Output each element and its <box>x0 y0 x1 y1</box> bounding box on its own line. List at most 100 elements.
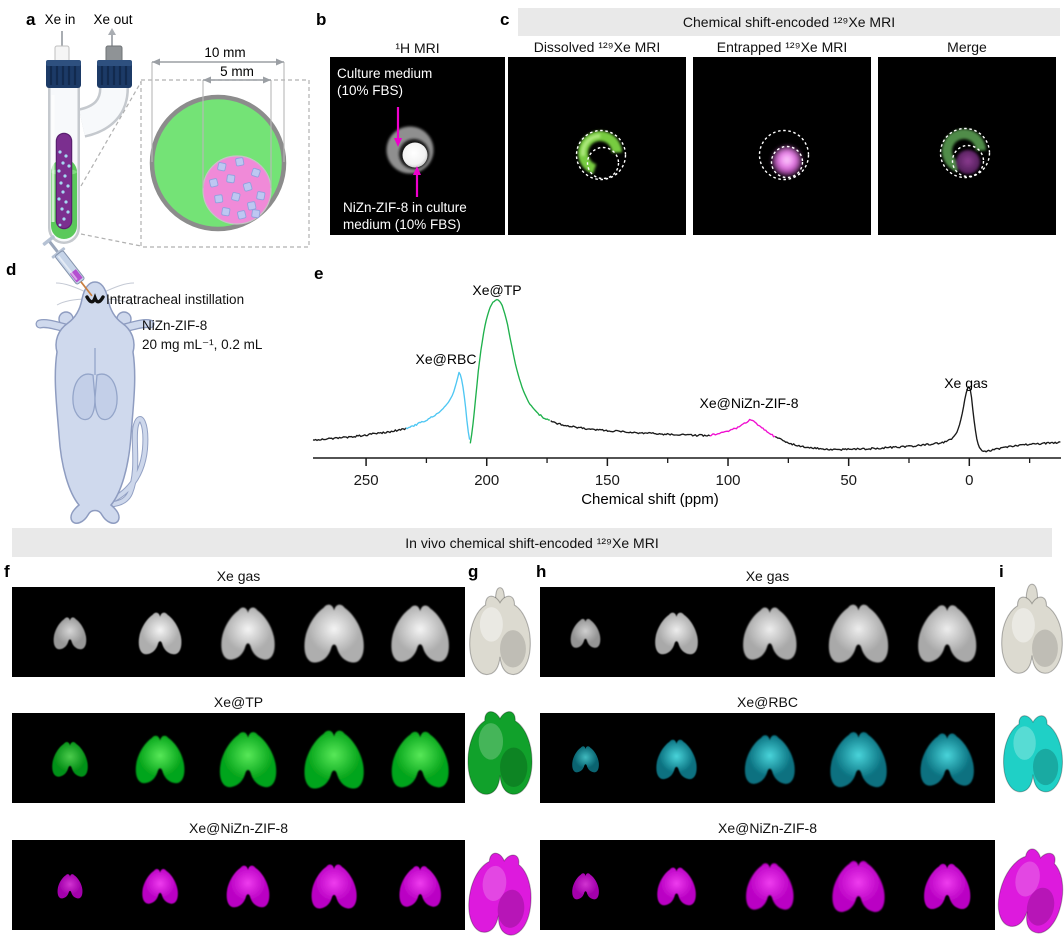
dim-10mm-label: 10 mm <box>204 45 245 60</box>
panel-i-letter: i <box>999 562 1004 581</box>
spectrum-segment <box>312 427 407 442</box>
panel-g-letter: g <box>468 562 479 581</box>
lung-slice-art <box>570 604 977 663</box>
invivo-header-bar: In vivo chemical shift-encoded ¹²⁹Xe MRI <box>12 528 1052 557</box>
roi-outer-dashed-circle <box>575 129 627 181</box>
panel-f-letter: f <box>4 562 10 581</box>
culture-medium-label-line2: (10% FBS) <box>337 83 404 98</box>
h1-mri-title: ¹H MRI <box>395 40 440 56</box>
lung-slice <box>138 612 182 655</box>
i-render-xe-nizn-zif8 <box>997 848 1064 934</box>
syringe-icon <box>42 235 93 297</box>
lung-slice <box>52 741 88 777</box>
h1-mri-image: Culture medium (10% FBS) NiZn-ZIF-8 in c… <box>330 57 505 235</box>
f-xe-gas-slices <box>12 587 465 677</box>
procedure-label: Intratracheal instillation <box>106 292 245 307</box>
h-xe-rbc-slices <box>540 713 995 803</box>
lung-slice <box>304 604 364 663</box>
merge-purple-blob <box>956 150 980 174</box>
inner-sample-tube <box>55 132 73 230</box>
dim-5mm-arrow <box>203 76 271 84</box>
nizn-zif8-label: NiZn-ZIF-8 in culture medium (10% FBS) <box>343 199 467 233</box>
lung-slice <box>221 607 275 660</box>
spectrum-x-axis: 250 200 150 100 50 0 <box>313 457 1061 489</box>
h-row1-title: Xe gas <box>745 568 790 584</box>
peak-label-xe-rbc: Xe@RBC <box>416 351 477 367</box>
shading <box>1033 748 1059 786</box>
h-row3-title: Xe@NiZn-ZIF-8 <box>718 820 817 836</box>
dissolved-column-title: Dissolved ¹²⁹Xe MRI <box>533 39 661 55</box>
dim-5mm-label: 5 mm <box>220 64 254 79</box>
nizn-zif8-label-line1: NiZn-ZIF-8 in culture <box>343 200 467 215</box>
lung-slice <box>832 861 885 912</box>
dose-label: 20 mg mL⁻¹, 0.2 mL <box>142 337 263 352</box>
i-render-xe-rbc <box>1003 715 1063 793</box>
lung-slice <box>391 605 449 662</box>
xe-out-arrow-icon <box>108 28 116 48</box>
x-tick-label: 100 <box>716 472 741 489</box>
cse-mri-header-bar: Chemical shift-encoded ¹²⁹Xe MRI <box>518 8 1060 36</box>
lung-slice <box>655 612 698 655</box>
entrapped-xe-art <box>758 129 810 181</box>
dissolved-ring-highlight <box>581 134 620 172</box>
mouse-nose-mark <box>85 293 105 304</box>
f-xe-tp-slices <box>12 713 465 803</box>
lung-slice <box>657 867 696 906</box>
lung-slice <box>399 866 441 907</box>
annotation-arrow-top <box>394 107 402 147</box>
shading <box>500 630 526 668</box>
entrapped-magenta-blob <box>775 149 799 173</box>
panel-c-letter: c <box>500 10 510 29</box>
annotation-arrow-bottom <box>413 166 421 197</box>
h-xe-nizn-zif8-slices <box>540 840 995 930</box>
lungs-sketch <box>72 348 118 421</box>
spectrum-segment <box>709 418 776 438</box>
lung-slice <box>219 732 277 788</box>
dim-10mm-arrow <box>152 58 284 66</box>
x-tick-label: 0 <box>965 472 973 489</box>
lung-slice <box>142 868 178 904</box>
h1-mri-art <box>386 107 434 197</box>
lung-slice <box>304 730 364 789</box>
x-tick-label: 200 <box>474 472 499 489</box>
lung-slice <box>920 733 974 786</box>
lung-slice <box>828 604 889 663</box>
particle-dots <box>57 150 71 227</box>
dimension-guide-lines <box>151 62 285 188</box>
lung-slice-art <box>57 864 441 909</box>
spectrum-segment <box>469 298 550 444</box>
lungs-3d-body <box>997 848 1064 934</box>
lung-slice <box>226 865 270 908</box>
x-axis-title: Chemical shift (ppm) <box>581 491 719 508</box>
merge-art <box>939 127 991 179</box>
x-tick-label: 250 <box>354 472 379 489</box>
lung-slice <box>918 605 977 662</box>
peak-label-xe-gas: Xe gas <box>944 375 988 391</box>
lung-slice <box>656 739 697 780</box>
shading <box>500 747 528 787</box>
lung-slice <box>570 618 601 648</box>
shading <box>1032 629 1058 667</box>
xe-nmr-spectrum: 250 200 150 100 50 0 Xe@TP Xe@RBC Xe@NiZn-ZIF… <box>312 282 1061 508</box>
lung-slice <box>572 746 599 773</box>
h-row2-title: Xe@RBC <box>737 694 798 710</box>
roi-inner-dashed-circle <box>770 145 804 179</box>
f-xe-nizn-zif8-slices <box>12 840 465 930</box>
lung-slice-art <box>572 732 974 788</box>
panel-h-letter: h <box>536 562 547 581</box>
lung-slice <box>744 735 795 784</box>
mouse-tail <box>99 416 149 507</box>
peak-label-xe-tp: Xe@TP <box>472 282 521 298</box>
lung-slice-art <box>52 730 449 789</box>
entrapped-xe-mri-image <box>693 57 871 235</box>
lung-slice <box>830 732 887 788</box>
xe-out-label: Xe out <box>93 12 132 27</box>
shading <box>1026 887 1055 926</box>
lungs-3d-body <box>467 711 533 795</box>
xenon-bioreactor-diagram: Xe in Xe out <box>45 12 310 248</box>
highlight <box>482 865 507 902</box>
panel-e-letter: e <box>314 264 324 283</box>
spectrum-segment <box>405 371 471 440</box>
mouse-instillation-diagram <box>35 235 155 524</box>
dissolved-xe-art <box>575 129 627 181</box>
